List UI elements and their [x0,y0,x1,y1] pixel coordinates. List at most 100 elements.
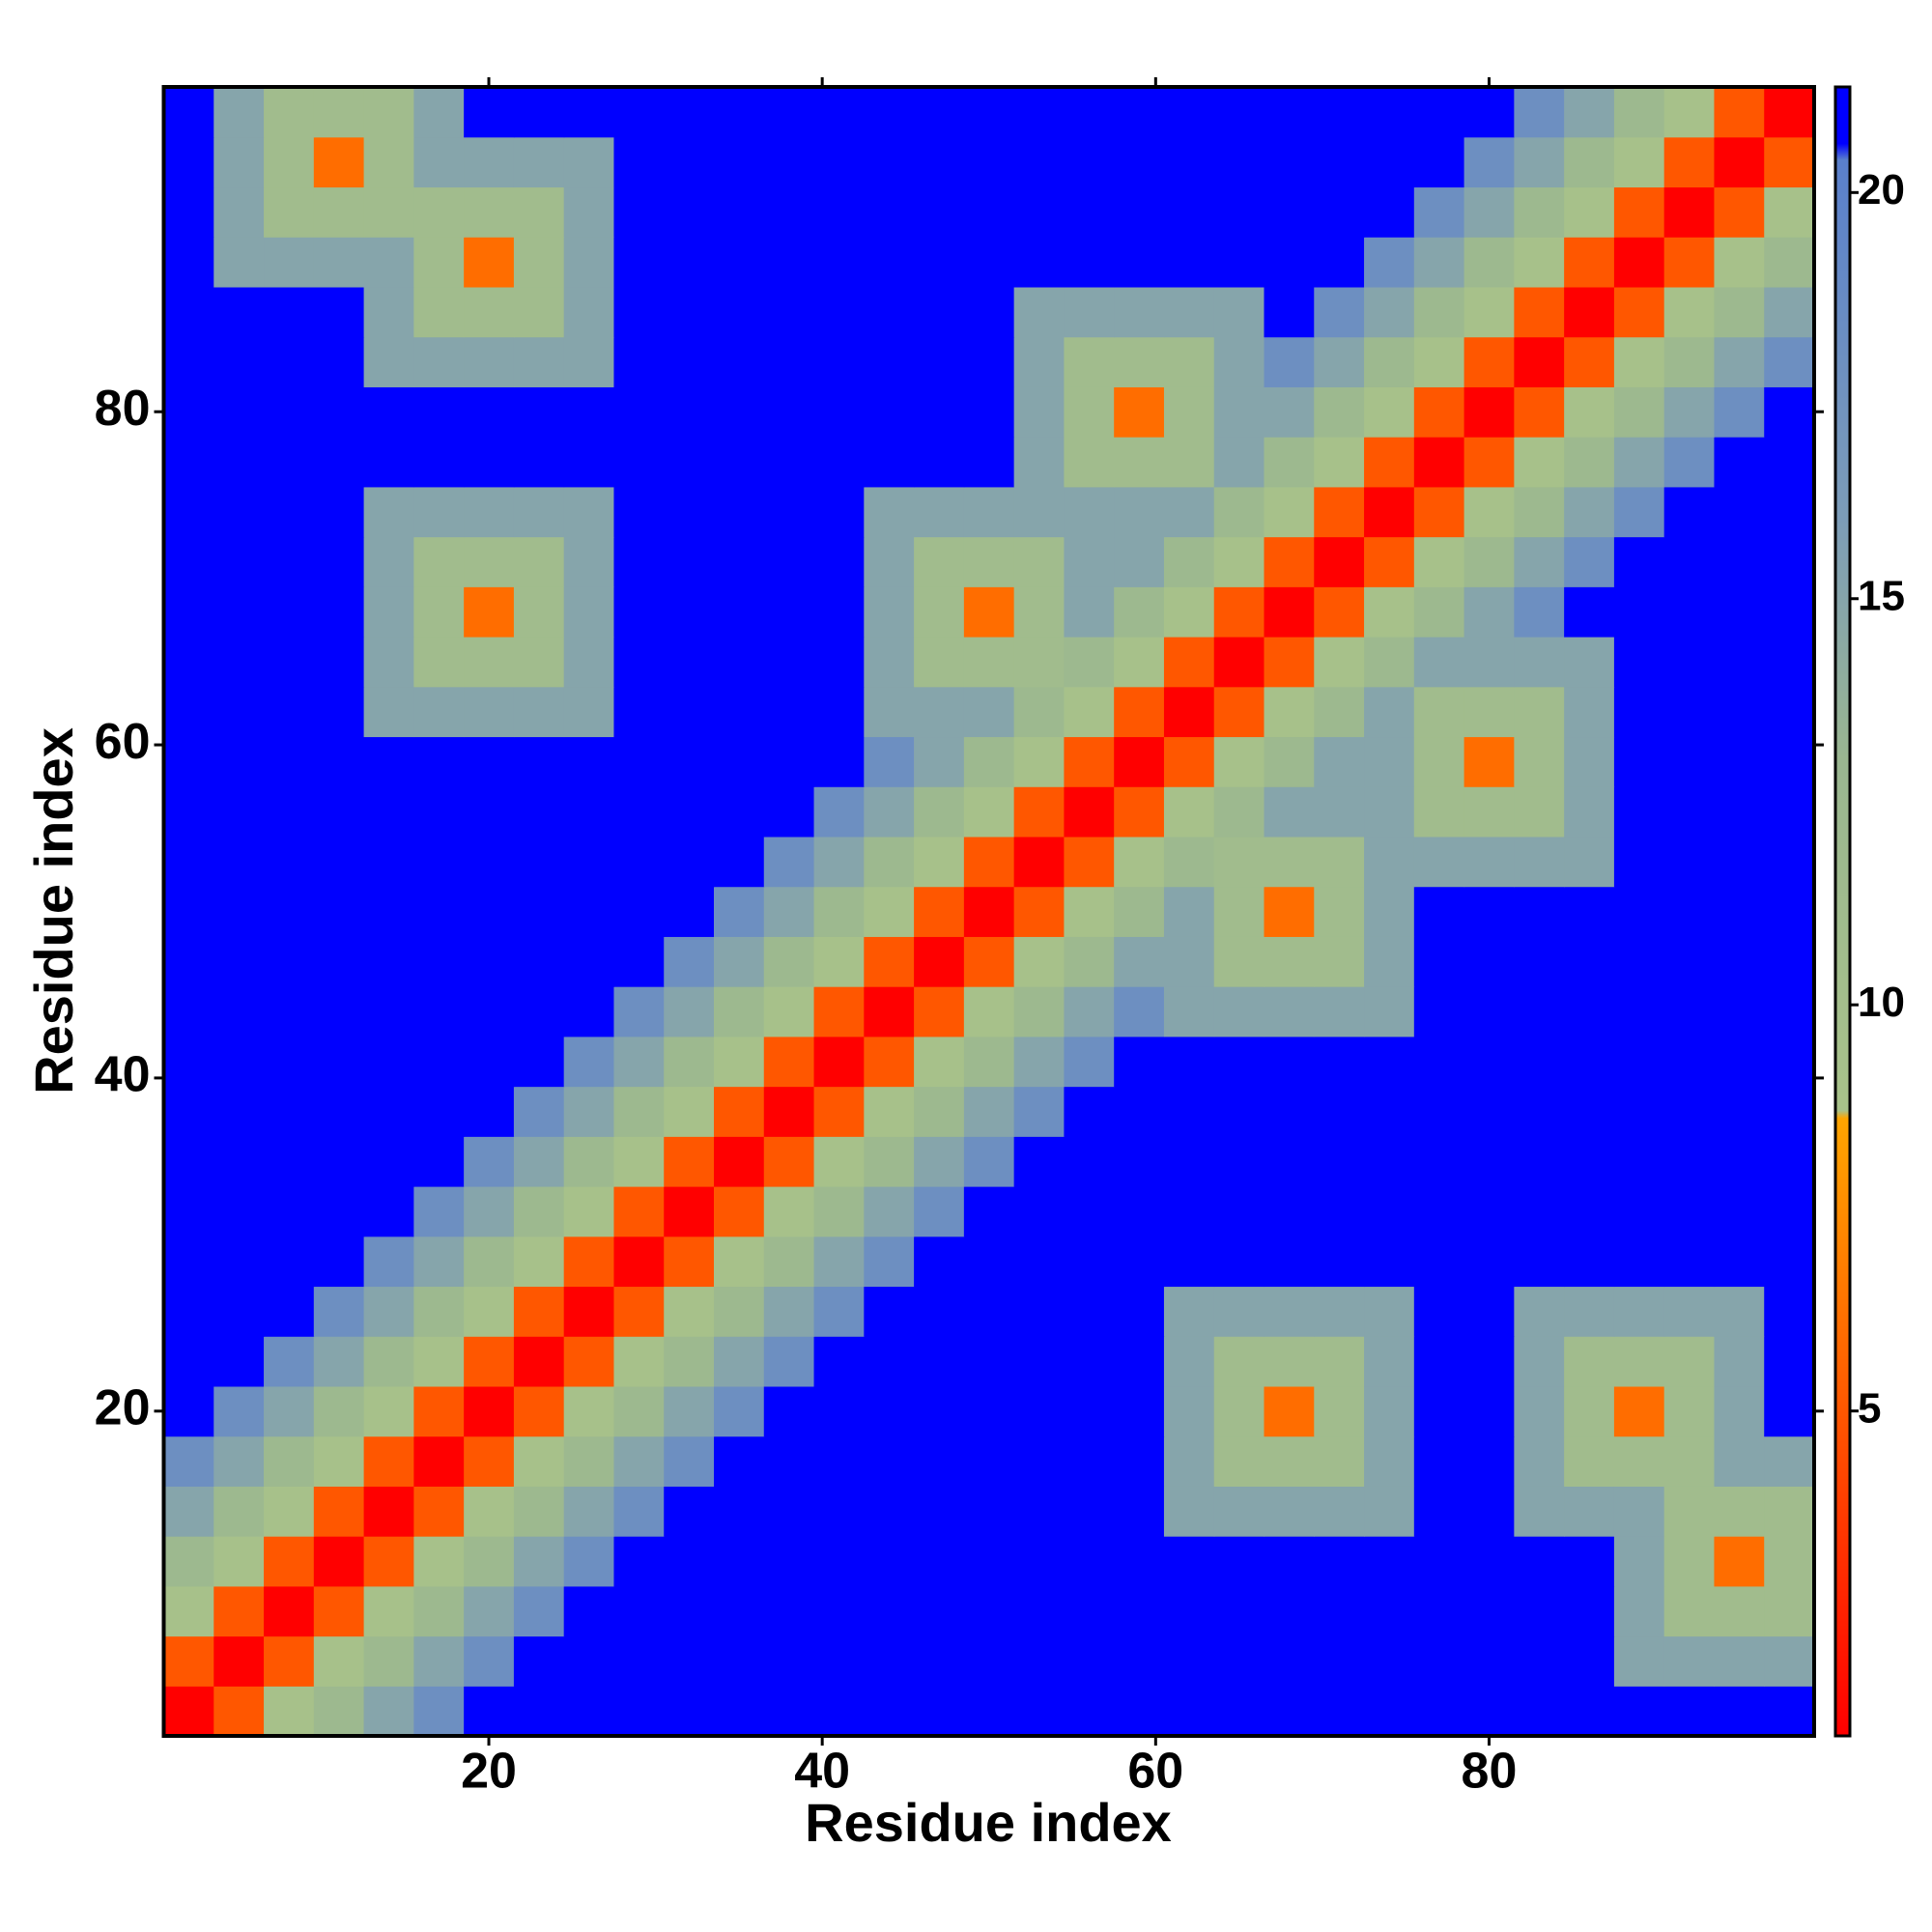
heatmap-cell [513,936,565,987]
heatmap-cell [1413,1086,1465,1137]
heatmap-cell [763,1635,815,1687]
heatmap-cell [714,1336,765,1387]
heatmap-cell [1764,1536,1815,1587]
heatmap-cell [1213,936,1265,987]
heatmap-cell [664,936,715,987]
heatmap-cell [563,386,615,438]
heatmap-cell [1514,536,1565,587]
heatmap-cell [1413,1286,1465,1337]
heatmap-cell [1663,1486,1716,1537]
heatmap-cell [1764,1236,1815,1288]
heatmap-cell [864,1686,915,1737]
heatmap-cell [1163,1435,1215,1487]
heatmap-cell [264,486,315,538]
heatmap-cell [513,1385,565,1437]
heatmap-cell [1714,1036,1765,1088]
heatmap-cell [1613,536,1665,587]
heatmap-cell [413,1536,465,1587]
heatmap-cell [664,786,715,838]
heatmap-cell [1564,1036,1615,1088]
heatmap-cell [1463,1435,1515,1487]
heatmap-cell [1163,1385,1215,1437]
heatmap-cell [163,1236,214,1288]
heatmap-cell [363,1336,414,1387]
heatmap-cell [264,1435,315,1487]
heatmap-cell [213,1086,265,1137]
heatmap-cell [1064,686,1115,738]
heatmap-cell [213,1635,265,1687]
heatmap-cell [1114,786,1165,838]
heatmap-cell [813,1486,865,1537]
heatmap-cell [264,87,315,138]
heatmap-cell [613,1486,665,1537]
heatmap-cell [1163,686,1215,738]
heatmap-cell [664,1536,715,1587]
heatmap-cell [714,1385,765,1437]
heatmap-cell [714,186,765,238]
heatmap-cell [1714,786,1765,838]
heatmap-cell [1663,536,1716,587]
heatmap-cell [613,1086,665,1137]
heatmap-cell [1264,886,1315,937]
heatmap-cell [1663,1186,1716,1237]
heatmap-cell [1064,936,1115,987]
heatmap-cell [664,886,715,937]
heatmap-cell [563,1236,615,1288]
heatmap-cell [1764,836,1815,888]
heatmap-cell [1264,637,1315,688]
heatmap-cell [1564,1686,1615,1737]
heatmap-cell [513,536,565,587]
heatmap-cell [864,1536,915,1587]
heatmap-cell [914,886,965,937]
heatmap-cell [963,136,1015,188]
heatmap-cell [163,1536,214,1587]
heatmap-cell [1213,1536,1265,1587]
heatmap-cell [1064,536,1115,587]
heatmap-cell [313,1435,365,1487]
heatmap-cell [1663,786,1716,838]
heatmap-cell [1364,1585,1415,1637]
colorbar-tick-label: 15 [1858,572,1905,619]
heatmap-cell [714,1136,765,1187]
heatmap-cell [664,237,715,288]
heatmap-cell [613,1136,665,1187]
heatmap-cell [213,836,265,888]
heatmap-cell [1463,936,1515,987]
heatmap-cell [1264,1635,1315,1687]
heatmap-cell [864,486,915,538]
heatmap-cells [163,87,1815,1737]
heatmap-cell [1264,1385,1315,1437]
heatmap-cell [1213,836,1265,888]
heatmap-cell [1564,836,1615,888]
heatmap-cell [1514,936,1565,987]
heatmap-cell [664,1435,715,1487]
heatmap-cell [264,1286,315,1337]
heatmap-cell [1714,1236,1765,1288]
heatmap-cell [563,1336,615,1387]
heatmap-cell [1564,1435,1615,1487]
heatmap-cell [1163,237,1215,288]
heatmap-cell [1463,1186,1515,1237]
heatmap-cell [1514,136,1565,188]
heatmap-cell [313,437,365,488]
heatmap-cell [563,1686,615,1737]
heatmap-cell [1764,386,1815,438]
heatmap-cell [813,186,865,238]
heatmap-cell [1413,1635,1465,1687]
heatmap-cell [1213,1236,1265,1288]
heatmap-cell [363,536,414,587]
heatmap-cell [664,1286,715,1337]
heatmap-cell [613,237,665,288]
heatmap-cell [1213,1686,1265,1737]
heatmap-cell [1564,986,1615,1037]
heatmap-cell [963,836,1015,888]
heatmap-cell [563,786,615,838]
heatmap-cell [1213,336,1265,387]
heatmap-cell [1013,637,1065,688]
heatmap-cell [563,336,615,387]
heatmap-cell [413,686,465,738]
heatmap-cell [1463,1536,1515,1587]
heatmap-cell [864,1036,915,1088]
heatmap-cell [1213,786,1265,838]
heatmap-cell [1564,386,1615,438]
